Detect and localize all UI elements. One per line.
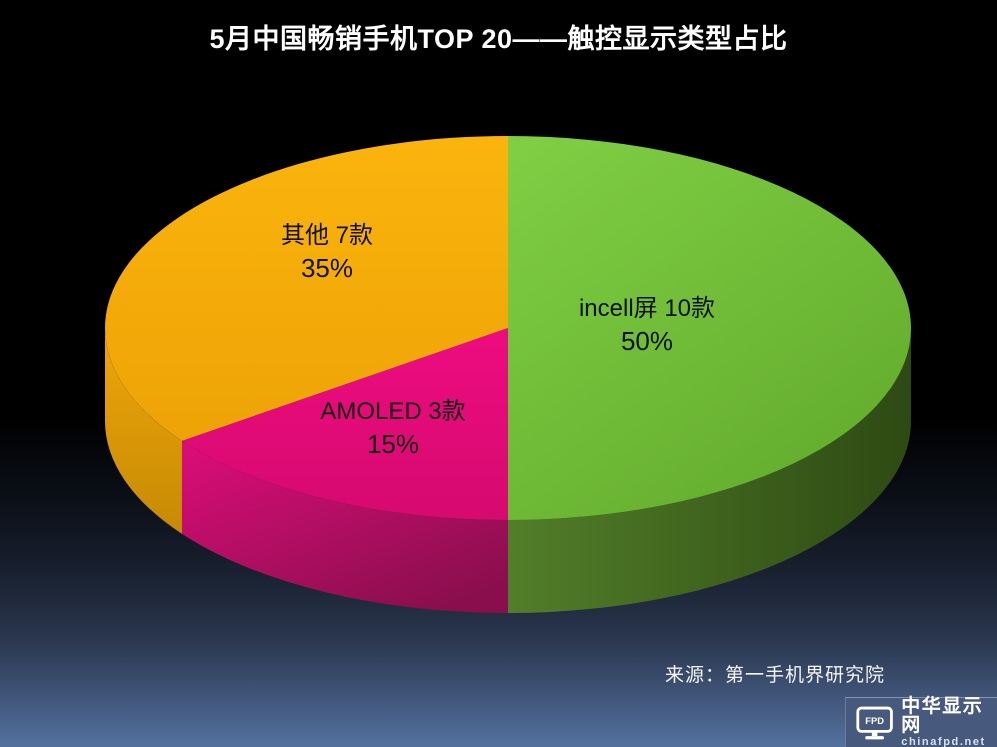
source-note: 来源：第一手机界研究院 (664, 665, 885, 686)
slice-label-other: 其他 7款 (281, 222, 373, 249)
slice-percent-label-incell: 50% (621, 326, 673, 356)
slice-label-amoled: AMOLED 3款 (320, 398, 465, 425)
pie-slice-side-amoled (181, 440, 508, 613)
watermark-logo: FPD 中华显示网 chinafpd.net (845, 697, 997, 747)
monitor-icon: FPD (856, 706, 893, 739)
monitor-icon-label: FPD (865, 715, 884, 725)
pie-slice-top-amoled (181, 328, 508, 520)
logo-site-name: 中华显示网 (901, 696, 984, 736)
pie-slice-side-incell (508, 328, 911, 613)
pie-slice-side-other (105, 328, 182, 534)
pie-slice-top-other (105, 136, 509, 441)
logo-site-domain: chinafpd.net (901, 736, 986, 747)
slice-percent-label-amoled: 15% (367, 429, 419, 459)
pie-slice-top-incell (508, 136, 911, 520)
slice-label-incell: incell屏 10款 (579, 295, 715, 322)
logo-text: 中华显示网 chinafpd.net (901, 697, 997, 747)
chart-title: 5月中国畅销手机TOP 20——触控显示类型占比 (209, 24, 788, 54)
slice-percent-label-other: 35% (301, 253, 353, 283)
